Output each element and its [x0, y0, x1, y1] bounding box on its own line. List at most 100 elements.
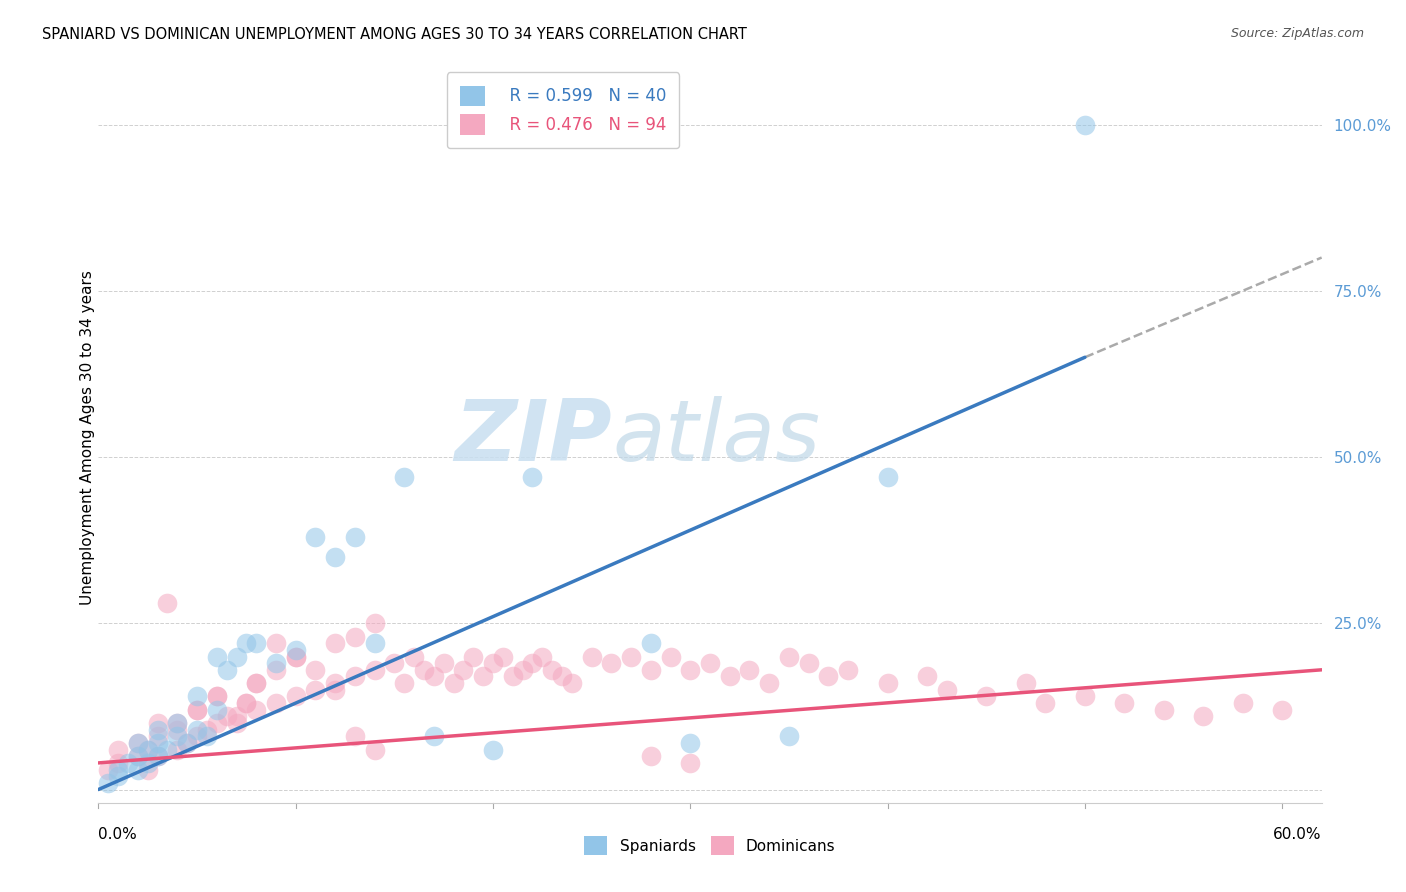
Point [343, 669, 366, 683]
Point [699, 656, 721, 670]
Point [156, 742, 179, 756]
Point [97, 763, 120, 777]
Point [1271, 703, 1294, 717]
Point [304, 530, 326, 544]
Point [392, 676, 416, 690]
Point [186, 703, 208, 717]
Point [482, 742, 505, 756]
Point [323, 549, 346, 564]
Point [620, 649, 643, 664]
Point [107, 756, 129, 770]
Point [264, 636, 287, 650]
Point [117, 756, 139, 770]
Point [502, 669, 524, 683]
Point [363, 616, 385, 631]
Text: 60.0%: 60.0% [1274, 828, 1322, 842]
Point [186, 729, 208, 743]
Point [482, 656, 505, 670]
Point [758, 676, 780, 690]
Point [136, 763, 159, 777]
Point [876, 676, 898, 690]
Point [107, 769, 129, 783]
Point [166, 716, 188, 731]
Point [304, 663, 326, 677]
Point [264, 663, 287, 677]
Point [363, 663, 385, 677]
Point [205, 649, 228, 664]
Point [166, 716, 188, 731]
Point [107, 763, 129, 777]
Point [443, 676, 465, 690]
Point [817, 669, 839, 683]
Point [97, 776, 120, 790]
Point [284, 690, 307, 704]
Point [581, 649, 603, 664]
Point [433, 656, 456, 670]
Point [264, 656, 287, 670]
Point [176, 736, 198, 750]
Point [205, 690, 228, 704]
Point [304, 682, 326, 697]
Point [245, 676, 267, 690]
Point [423, 729, 446, 743]
Point [166, 742, 188, 756]
Text: SPANIARD VS DOMINICAN UNEMPLOYMENT AMONG AGES 30 TO 34 YEARS CORRELATION CHART: SPANIARD VS DOMINICAN UNEMPLOYMENT AMONG… [42, 27, 747, 42]
Point [974, 690, 997, 704]
Text: ZIP: ZIP [454, 395, 612, 479]
Point [522, 470, 544, 484]
Point [166, 723, 188, 737]
Point [166, 729, 188, 743]
Point [640, 636, 662, 650]
Point [205, 690, 228, 704]
Point [423, 669, 446, 683]
Point [245, 676, 267, 690]
Point [876, 470, 898, 484]
Point [1192, 709, 1215, 723]
Point [640, 663, 662, 677]
Point [146, 723, 169, 737]
Point [176, 736, 198, 750]
Point [363, 636, 385, 650]
Point [195, 723, 218, 737]
Point [195, 729, 218, 743]
Point [146, 749, 169, 764]
Point [640, 749, 662, 764]
Point [225, 716, 247, 731]
Point [186, 723, 208, 737]
Point [522, 656, 544, 670]
Point [679, 663, 702, 677]
Y-axis label: Unemployment Among Ages 30 to 34 years: Unemployment Among Ages 30 to 34 years [80, 269, 94, 605]
Point [738, 663, 761, 677]
Point [915, 669, 938, 683]
Point [127, 736, 149, 750]
Point [718, 669, 741, 683]
Point [245, 636, 267, 650]
Point [659, 649, 682, 664]
Point [107, 742, 129, 756]
Point [205, 716, 228, 731]
Point [343, 530, 366, 544]
Point [413, 663, 436, 677]
Point [323, 636, 346, 650]
Point [1074, 690, 1097, 704]
Point [156, 596, 179, 610]
Point [186, 703, 208, 717]
Point [679, 736, 702, 750]
Point [225, 709, 247, 723]
Point [146, 716, 169, 731]
Point [778, 729, 800, 743]
Point [127, 749, 149, 764]
Text: atlas: atlas [612, 395, 820, 479]
Point [837, 663, 859, 677]
Point [1153, 703, 1175, 717]
Point [215, 709, 238, 723]
Point [284, 643, 307, 657]
Point [392, 470, 416, 484]
Point [146, 736, 169, 750]
Text: 0.0%: 0.0% [98, 828, 138, 842]
Text: Source: ZipAtlas.com: Source: ZipAtlas.com [1230, 27, 1364, 40]
Point [404, 649, 426, 664]
Point [264, 696, 287, 710]
Point [323, 676, 346, 690]
Point [778, 649, 800, 664]
